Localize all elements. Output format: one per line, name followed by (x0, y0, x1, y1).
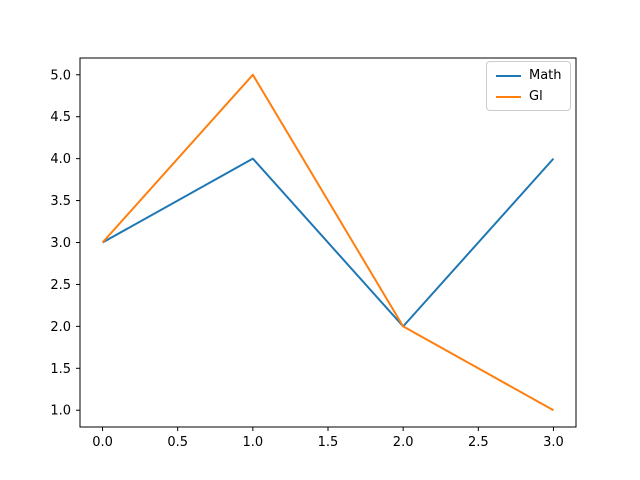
y-tick-label: 4.0 (50, 152, 71, 167)
y-tick-label: 3.0 (50, 236, 71, 251)
legend-item-gl: Gl (496, 90, 561, 103)
y-tick-label: 2.5 (50, 278, 71, 293)
x-tick-label: 3.0 (543, 435, 564, 450)
series-line-gl (101, 73, 554, 412)
y-tick-label: 5.0 (50, 68, 71, 83)
legend-label-math: Math (529, 68, 562, 83)
legend-item-math: Math (496, 68, 562, 83)
x-tick-label: 0.5 (167, 435, 188, 450)
x-tick-label: 2.0 (393, 435, 414, 450)
y-tick-label: 1.0 (50, 404, 71, 419)
y-tick-label: 4.5 (50, 110, 71, 125)
y-tick-label: 3.5 (50, 194, 71, 209)
series-line-math (102, 157, 555, 328)
legend-line-swatch-gl (496, 95, 521, 98)
legend-line-swatch-math (496, 74, 521, 77)
x-tick-label: 0.0 (92, 435, 113, 450)
x-tick-label: 1.5 (318, 435, 339, 450)
y-tick-label: 1.5 (50, 362, 71, 377)
legend-label-gl: Gl (529, 89, 543, 104)
legend: Math Gl (486, 61, 571, 111)
y-tick-label: 2.0 (50, 320, 71, 335)
x-tick-label: 2.5 (468, 435, 489, 450)
x-tick-label: 1.0 (243, 435, 264, 450)
